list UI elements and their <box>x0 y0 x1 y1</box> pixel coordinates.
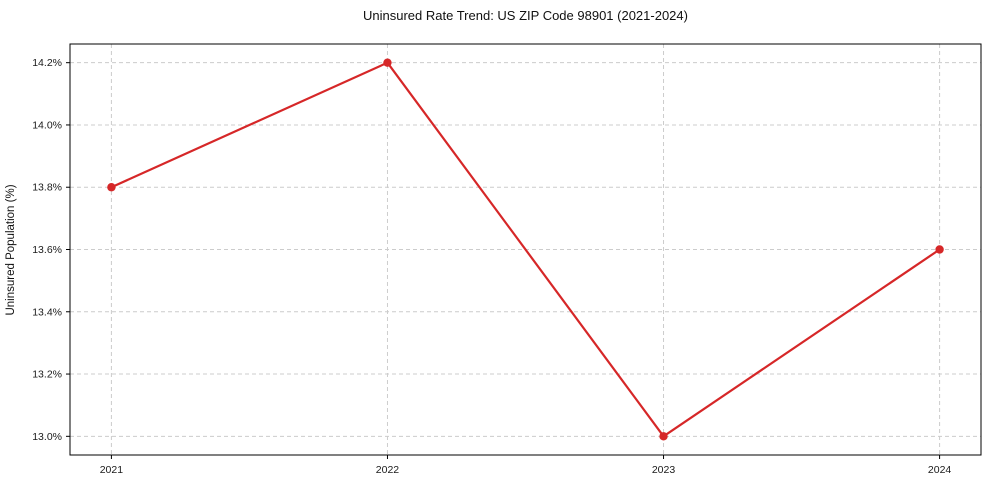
data-point-marker <box>935 245 944 254</box>
y-tick-label: 13.4% <box>32 306 62 318</box>
chart-title: Uninsured Rate Trend: US ZIP Code 98901 … <box>363 8 688 23</box>
x-tick-label: 2021 <box>100 464 124 476</box>
y-axis-label: Uninsured Population (%) <box>5 184 17 315</box>
y-tick-label: 13.0% <box>32 431 62 443</box>
y-tick-label: 13.8% <box>32 182 62 194</box>
y-tick-label: 14.0% <box>32 119 62 131</box>
data-point-marker <box>659 432 668 441</box>
y-tick-label: 13.2% <box>32 369 62 381</box>
x-tick-label: 2023 <box>652 464 676 476</box>
trend-line <box>110 61 941 438</box>
y-tick-label: 14.2% <box>32 57 62 69</box>
x-tick-label: 2024 <box>928 464 952 476</box>
data-point-marker <box>107 183 116 192</box>
data-point-marker <box>383 58 392 67</box>
y-tick-label: 13.6% <box>32 244 62 256</box>
x-tick-label: 2022 <box>376 464 400 476</box>
